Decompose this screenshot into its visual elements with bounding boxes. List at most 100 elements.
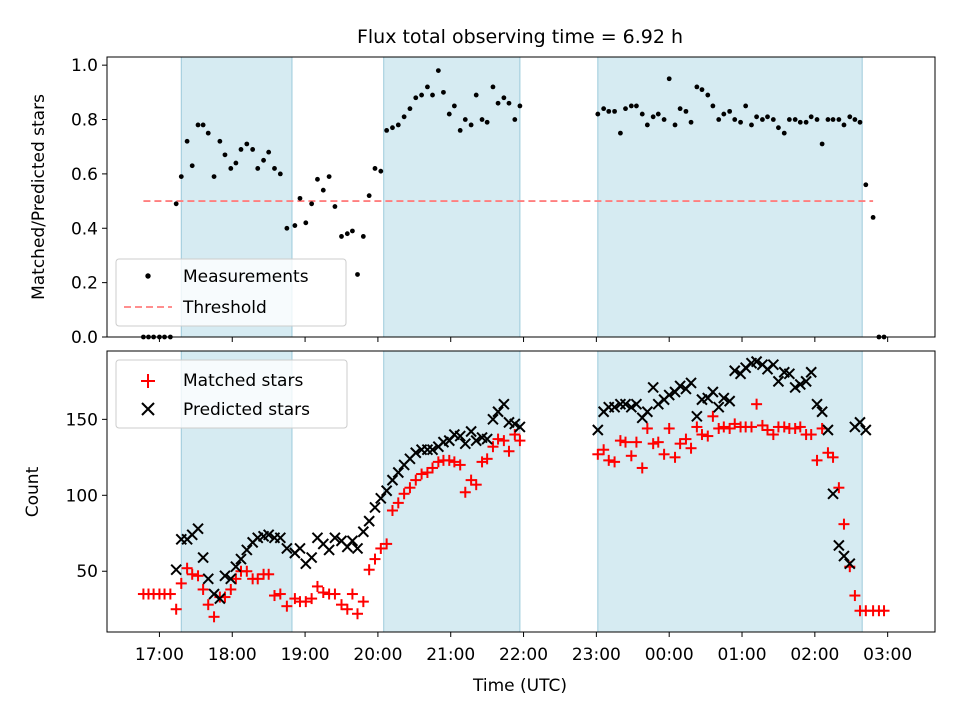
- marker-stroke: [822, 424, 834, 436]
- x-tick-label: 02:00: [790, 645, 839, 665]
- measurement-point: [857, 119, 863, 125]
- measurement-point: [309, 201, 315, 207]
- matched-star-point: [833, 482, 845, 494]
- measurement-point: [222, 152, 228, 158]
- predicted-star-point: [426, 444, 439, 456]
- measurement-point: [705, 92, 711, 98]
- measurement-point: [732, 117, 738, 122]
- marker-stroke: [487, 413, 499, 426]
- matched-star-point: [609, 456, 621, 468]
- top-y-axis-label: Matched/Predicted stars: [29, 94, 49, 300]
- measurement-point: [743, 103, 749, 109]
- predicted-star-point: [592, 424, 604, 436]
- matched-star-point: [751, 398, 763, 410]
- marker-stroke: [369, 501, 381, 514]
- predicted-star-point: [410, 447, 422, 459]
- top-legend-box: [115, 258, 347, 327]
- predicted-star-point: [750, 355, 763, 368]
- measurement-point: [217, 138, 223, 144]
- matched-star-point: [410, 474, 422, 486]
- marker-stroke: [386, 474, 399, 486]
- legend-predicted-label: Predicted stars: [183, 400, 310, 420]
- matched-star-point: [691, 421, 703, 433]
- bottom-legend-box: [115, 359, 348, 429]
- measurement-point: [760, 117, 765, 122]
- measurement-point: [441, 89, 446, 95]
- matched-star-point: [241, 565, 253, 577]
- measurement-point: [595, 111, 601, 117]
- measurement-point: [178, 174, 184, 180]
- predicted-star-point: [487, 413, 499, 426]
- y-tick-label: 100: [66, 486, 98, 506]
- matched-star-point: [849, 590, 861, 602]
- marker-stroke: [346, 535, 359, 547]
- predicted-star-point: [789, 381, 801, 394]
- measurement-point: [315, 176, 320, 182]
- marker-stroke: [647, 381, 659, 394]
- measurement-point: [266, 149, 272, 155]
- predicted-star-point: [794, 378, 806, 391]
- measurement-point: [205, 130, 211, 136]
- measurement-point: [677, 106, 683, 112]
- matched-star-point: [427, 462, 439, 474]
- x-tick-label: 20:00: [353, 645, 402, 665]
- predicted-star-point: [219, 570, 231, 582]
- measurement-point: [517, 103, 523, 109]
- measurement-point: [200, 122, 206, 128]
- bottom-legend: Matched stars Predicted stars: [115, 359, 348, 429]
- predicted-star-point: [363, 515, 375, 527]
- measurement-point: [490, 84, 496, 90]
- matched-star-point: [398, 488, 410, 500]
- matched-star-point: [481, 453, 493, 465]
- matched-star-point: [805, 429, 817, 441]
- matched-star-point: [794, 421, 806, 433]
- matched-star-point: [620, 436, 632, 448]
- matched-star-point: [838, 518, 850, 530]
- measurement-point: [688, 119, 694, 125]
- marker-stroke: [197, 551, 209, 564]
- y-tick-label: 0.0: [71, 328, 98, 348]
- measurement-point: [332, 204, 338, 209]
- marker-stroke: [380, 485, 393, 497]
- measurement-point: [618, 130, 623, 136]
- measurement-point: [250, 147, 256, 152]
- predicted-star-point: [470, 434, 482, 447]
- measurement-point: [355, 272, 360, 277]
- marker-stroke: [767, 358, 780, 371]
- predicted-star-point: [625, 401, 638, 413]
- y-tick-label: 0.6: [71, 165, 98, 185]
- measurement-point: [650, 114, 656, 120]
- measurement-point: [462, 117, 468, 122]
- y-tick-label: 150: [66, 410, 98, 430]
- marker-stroke: [335, 535, 348, 547]
- predicted-stars-series: [170, 355, 872, 605]
- measurement-point: [792, 117, 798, 122]
- predicted-star-point: [811, 398, 823, 410]
- marker-stroke: [674, 380, 686, 392]
- marker-stroke: [219, 570, 231, 582]
- marker-stroke: [800, 375, 812, 388]
- measurement-point: [401, 114, 407, 120]
- measurement-point: [407, 106, 413, 112]
- predicted-star-point: [691, 410, 703, 423]
- matched-star-point: [311, 580, 323, 592]
- measurement-point: [233, 160, 239, 166]
- measurement-point: [390, 125, 395, 131]
- predicted-star-point: [674, 380, 686, 392]
- observing-window-shade: [597, 351, 863, 632]
- measurement-point: [255, 166, 261, 171]
- matched-star-point: [503, 445, 515, 457]
- matched-star-point: [369, 553, 381, 565]
- marker-stroke: [860, 424, 872, 436]
- measurement-point: [339, 234, 344, 239]
- measurement-point: [501, 95, 507, 101]
- marker-stroke: [630, 398, 643, 410]
- measurement-point: [666, 76, 672, 82]
- predicted-star-point: [294, 542, 306, 555]
- measurement-point: [765, 114, 770, 120]
- marker-stroke: [685, 377, 697, 389]
- predicted-star-point: [860, 424, 872, 436]
- marker-stroke: [789, 381, 801, 394]
- matched-star-point: [192, 570, 204, 582]
- measurement-point: [655, 111, 661, 117]
